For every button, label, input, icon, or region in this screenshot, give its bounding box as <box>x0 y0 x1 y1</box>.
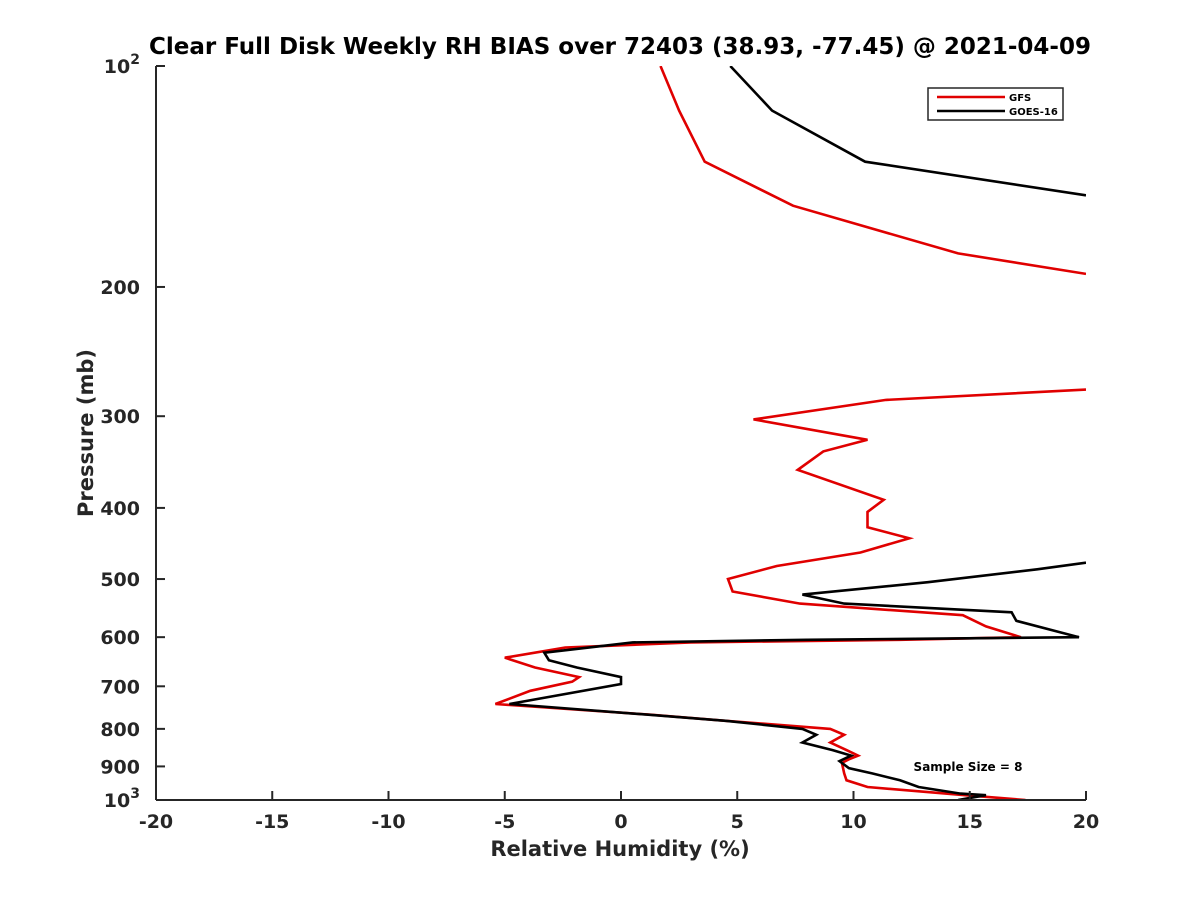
y-tick-exponent: 3 <box>130 786 140 802</box>
y-tick-label: 400 <box>100 498 140 520</box>
x-axis-ticks: -20 -15 -10 -5 0 5 10 15 20 <box>139 791 1099 833</box>
legend-label-gfs: GFS <box>1009 93 1031 104</box>
y-tick-label: 600 <box>100 627 140 649</box>
series-layer <box>494 66 1086 800</box>
chart-title: Clear Full Disk Weekly RH BIAS over 7240… <box>149 34 1091 60</box>
x-tick-label: 10 <box>840 811 866 833</box>
axes-layer <box>155 66 1086 801</box>
x-tick-label: 20 <box>1073 811 1099 833</box>
y-tick-base: 10 <box>104 56 130 78</box>
y-tick-base: 10 <box>104 790 130 812</box>
x-tick-label: 0 <box>614 811 627 833</box>
x-tick-label: 5 <box>731 811 744 833</box>
x-tick-label: 15 <box>957 811 983 833</box>
series-line-gfs-2 <box>494 388 1086 800</box>
y-tick-label: 700 <box>100 676 140 698</box>
x-tick-label: -15 <box>255 811 289 833</box>
x-tick-label: -5 <box>494 811 515 833</box>
y-tick-label: 500 <box>100 569 140 591</box>
y-tick-label-power: 103 <box>104 786 140 812</box>
y-tick-label: 900 <box>100 756 140 778</box>
y-tick-exponent: 2 <box>130 52 140 68</box>
y-tick-label: 300 <box>100 406 140 428</box>
legend: GFS GOES-16 <box>927 87 1064 121</box>
series-line-goes-16-1 <box>729 66 1086 197</box>
x-axis-label: Relative Humidity (%) <box>490 837 749 861</box>
y-tick-label: 200 <box>100 277 140 299</box>
y-tick-label-power: 102 <box>104 52 140 78</box>
sample-size-annotation: Sample Size = 8 <box>914 760 1023 774</box>
x-tick-label: -10 <box>371 811 405 833</box>
legend-box <box>927 87 1064 121</box>
y-axis-label: Pressure (mb) <box>74 349 98 517</box>
legend-label-goes-16: GOES-16 <box>1009 107 1058 118</box>
series-line-goes-16-2 <box>509 561 1086 800</box>
series-line-gfs-1 <box>659 66 1086 276</box>
y-tick-label: 800 <box>100 719 140 741</box>
x-tick-label: -20 <box>139 811 173 833</box>
